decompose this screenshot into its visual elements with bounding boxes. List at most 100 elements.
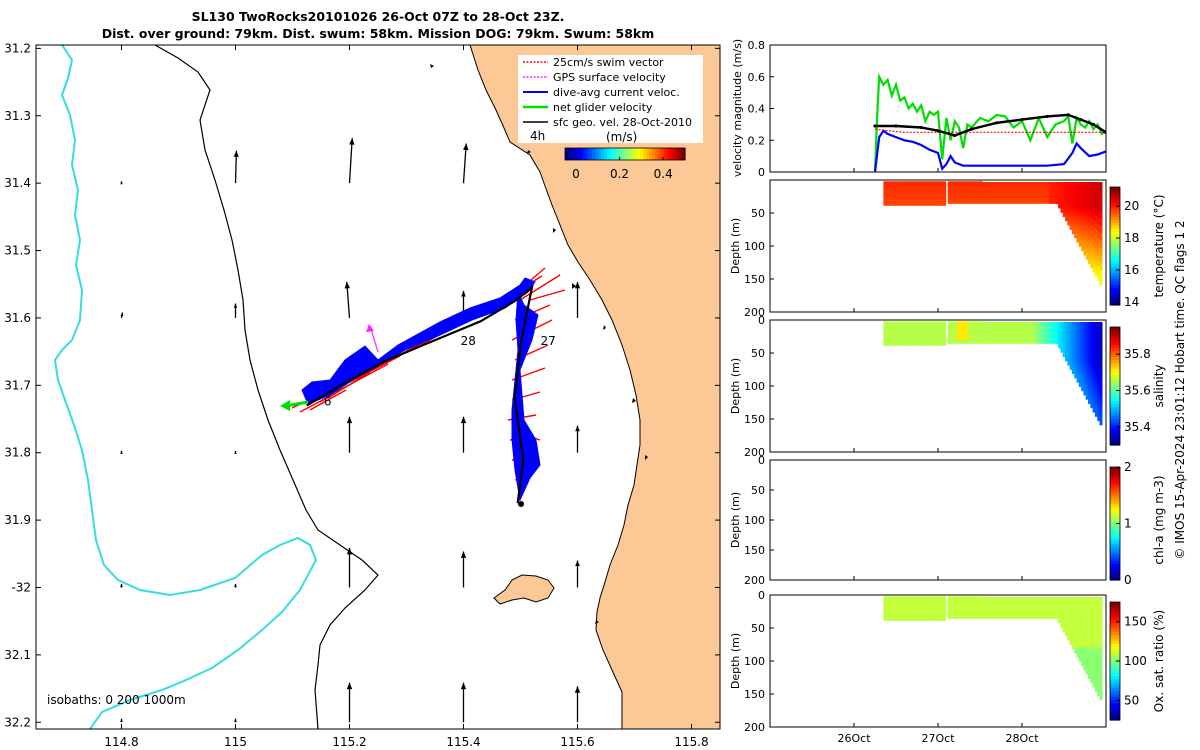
section-cell	[883, 186, 887, 189]
section-cell	[887, 324, 891, 328]
colorbar-segment	[1110, 254, 1120, 259]
depth-tick-label: 100	[744, 240, 765, 253]
section-cell	[1076, 326, 1080, 332]
section-cell	[956, 192, 960, 195]
section-cell	[961, 597, 965, 601]
section-cell	[922, 596, 926, 599]
section-cell	[1065, 341, 1069, 345]
section-cell	[1044, 609, 1048, 612]
section-cell	[1067, 191, 1071, 195]
section-cell	[1046, 323, 1050, 326]
section-cell	[924, 608, 928, 611]
depth-tick-label: 150	[744, 413, 765, 426]
section-cell	[929, 196, 933, 199]
section-cell	[968, 613, 972, 616]
section-cell	[1069, 202, 1073, 207]
section-cell	[1058, 345, 1062, 349]
colorbar-segment	[1110, 529, 1120, 533]
colorbar-segment	[1110, 246, 1120, 250]
section-cell	[1094, 684, 1098, 692]
section-cell	[894, 183, 898, 186]
section-cell	[989, 321, 993, 325]
section-cell	[908, 613, 912, 616]
section-cell	[975, 184, 979, 187]
section-cell	[931, 328, 935, 331]
section-cell	[904, 611, 908, 614]
section-cell	[956, 181, 960, 184]
section-cell	[1000, 328, 1004, 331]
section-cell	[977, 193, 981, 197]
section-cell	[1074, 620, 1078, 626]
section-cell	[940, 618, 944, 621]
section-cell	[1092, 629, 1096, 637]
map-cbar-segment	[568, 148, 572, 160]
map-x-tick-label: 115.6	[560, 735, 594, 749]
section-cell	[950, 596, 954, 599]
section-cell	[968, 599, 972, 602]
section-cell	[1074, 337, 1078, 343]
section-cell	[989, 331, 993, 334]
section-cell	[1062, 189, 1066, 193]
section-cell	[931, 321, 935, 324]
section-cell	[1078, 629, 1082, 635]
section-cell	[943, 614, 947, 618]
section-cell	[991, 335, 995, 338]
section-cell	[1035, 195, 1039, 198]
section-cell	[968, 187, 972, 190]
section-cell	[1058, 204, 1062, 207]
section-cell	[963, 610, 967, 613]
section-cell	[952, 201, 956, 204]
section-cell	[961, 335, 965, 338]
section-cell	[1053, 612, 1057, 615]
section-cell	[1094, 242, 1098, 250]
colorbar-segment	[1110, 287, 1120, 291]
section-cell	[947, 198, 951, 201]
section-cell	[1097, 413, 1101, 422]
section-cell	[929, 616, 933, 620]
section-cell	[1074, 221, 1078, 227]
section-cell	[1042, 328, 1046, 331]
section-cell	[938, 334, 942, 338]
section-cell	[922, 331, 926, 334]
section-cell	[1037, 200, 1041, 203]
section-cell	[904, 196, 908, 199]
section-cell	[1016, 194, 1020, 197]
colorbar-segment	[1110, 658, 1120, 662]
section-cell	[950, 192, 954, 195]
section-cell	[933, 613, 937, 616]
section-cell	[1065, 193, 1069, 197]
section-cell	[940, 336, 944, 339]
section-cell	[1097, 646, 1101, 654]
section-cell	[883, 614, 887, 618]
map-y-tick-label: 32.2	[4, 715, 31, 729]
section-cell	[1039, 335, 1043, 338]
section-cell	[908, 194, 912, 198]
section-cell	[1067, 618, 1071, 623]
section-cell	[922, 598, 926, 601]
section-cell	[1058, 200, 1062, 203]
section-cell	[1088, 385, 1092, 393]
section-cell	[986, 612, 990, 615]
section-cell	[897, 196, 901, 199]
section-cell	[1019, 334, 1023, 337]
section-cell	[1030, 181, 1034, 185]
section-cell	[1042, 184, 1046, 188]
section-cell	[1094, 644, 1098, 652]
section-cell	[1058, 596, 1062, 600]
section-cell	[970, 184, 974, 187]
section-cell	[966, 600, 970, 604]
section-cell	[979, 338, 983, 341]
section-cell	[1097, 350, 1101, 358]
section-cell	[931, 609, 935, 613]
section-cell	[1065, 605, 1069, 609]
section-cell	[1042, 332, 1046, 335]
section-cell	[1042, 186, 1046, 189]
section-cell	[887, 188, 891, 191]
section-cell	[917, 201, 921, 205]
section-cell	[1076, 626, 1080, 632]
section-cell	[1094, 208, 1098, 217]
section-cell	[1042, 191, 1046, 194]
section-cell	[968, 335, 972, 338]
section-cell	[977, 614, 981, 618]
